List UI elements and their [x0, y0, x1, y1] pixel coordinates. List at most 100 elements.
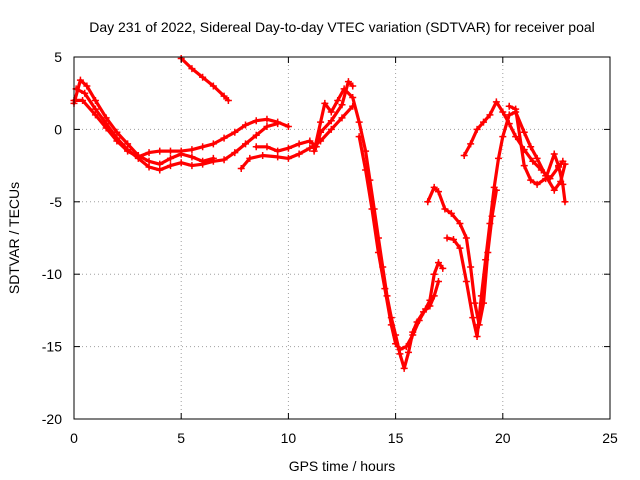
data-point-marker	[246, 154, 254, 162]
data-point-marker	[512, 133, 520, 141]
data-point-marker	[231, 149, 239, 157]
data-point-marker	[134, 153, 142, 161]
tick-layer	[73, 56, 611, 420]
data-point-marker	[490, 183, 498, 191]
data-point-marker	[409, 331, 417, 339]
data-point-marker	[559, 157, 567, 165]
data-point-marker	[443, 234, 451, 242]
data-point-marker	[460, 151, 468, 159]
y-tick-label: 5	[54, 49, 62, 65]
data-series-track-8	[355, 133, 447, 353]
data-point-marker	[338, 114, 346, 122]
data-point-marker	[188, 146, 196, 154]
data-point-marker	[220, 156, 228, 164]
data-point-marker	[306, 137, 314, 145]
data-point-marker	[220, 92, 228, 100]
data-point-marker	[177, 147, 185, 155]
data-point-marker	[263, 123, 271, 131]
data-point-marker	[550, 150, 558, 158]
data-point-marker	[392, 340, 400, 348]
data-point-marker	[499, 108, 507, 116]
series-line	[426, 185, 498, 327]
data-point-marker	[368, 205, 376, 213]
data-point-marker	[274, 118, 282, 126]
data-point-marker	[512, 105, 520, 113]
data-point-marker	[462, 234, 470, 242]
data-point-marker	[505, 111, 513, 119]
data-point-marker	[349, 94, 357, 102]
data-point-marker	[81, 89, 89, 97]
data-point-marker	[550, 186, 558, 194]
data-point-marker	[542, 175, 550, 183]
data-point-marker	[555, 162, 563, 170]
chart-title: Day 231 of 2022, Sidereal Day-to-day VTE…	[89, 19, 595, 35]
data-point-marker	[83, 82, 91, 90]
data-point-marker	[327, 108, 335, 116]
data-point-marker	[533, 154, 541, 162]
y-tick-label: -15	[42, 339, 62, 355]
data-point-marker	[259, 151, 267, 159]
data-point-marker	[113, 137, 121, 145]
data-point-marker	[402, 343, 410, 351]
data-point-marker	[284, 123, 292, 131]
x-tick-label: 5	[177, 430, 185, 446]
data-point-marker	[242, 140, 250, 148]
data-point-marker	[263, 115, 271, 123]
data-point-marker	[156, 166, 164, 174]
data-point-marker	[477, 292, 485, 300]
y-tick-label: 0	[54, 121, 62, 137]
data-point-marker	[434, 259, 442, 267]
data-point-marker	[355, 118, 363, 126]
data-point-marker	[447, 209, 455, 217]
data-point-marker	[381, 285, 389, 293]
data-point-marker	[505, 102, 513, 110]
data-point-marker	[537, 166, 545, 174]
data-point-marker	[327, 125, 335, 133]
data-point-marker	[306, 144, 314, 152]
data-point-marker	[471, 299, 479, 307]
data-point-marker	[422, 305, 430, 313]
data-point-marker	[166, 154, 174, 162]
data-point-marker	[188, 162, 196, 170]
data-point-marker	[199, 160, 207, 168]
data-point-marker	[284, 154, 292, 162]
data-point-marker	[456, 220, 464, 228]
data-point-marker	[344, 78, 352, 86]
data-point-marker	[469, 314, 477, 322]
data-point-marker	[338, 101, 346, 109]
data-point-marker	[340, 85, 348, 93]
series-line	[357, 135, 445, 352]
data-point-marker	[449, 235, 457, 243]
y-tick-label: -5	[50, 194, 63, 210]
y-tick-label: -10	[42, 266, 62, 282]
data-point-marker	[520, 128, 528, 136]
data-point-marker	[310, 147, 318, 155]
series-line	[507, 104, 567, 204]
data-point-marker	[252, 143, 260, 151]
data-point-marker	[188, 65, 196, 73]
data-point-marker	[486, 220, 494, 228]
data-point-marker	[527, 143, 535, 151]
series-layer	[70, 54, 569, 372]
data-series-track-4	[177, 54, 232, 104]
data-point-marker	[400, 364, 408, 372]
data-point-marker	[462, 277, 470, 285]
data-point-marker	[505, 120, 513, 128]
data-point-marker	[209, 157, 217, 165]
data-point-marker	[434, 277, 442, 285]
data-point-marker	[520, 162, 528, 170]
x-tick-label: 0	[70, 430, 78, 446]
data-point-marker	[480, 118, 488, 126]
data-point-marker	[252, 131, 260, 139]
data-point-marker	[426, 296, 434, 304]
data-point-marker	[274, 147, 282, 155]
data-point-marker	[349, 82, 357, 90]
data-point-marker	[242, 121, 250, 129]
data-point-marker	[334, 96, 342, 104]
data-point-marker	[456, 244, 464, 252]
data-point-marker	[317, 118, 325, 126]
data-series-track-3	[70, 96, 292, 161]
data-point-marker	[209, 82, 217, 90]
